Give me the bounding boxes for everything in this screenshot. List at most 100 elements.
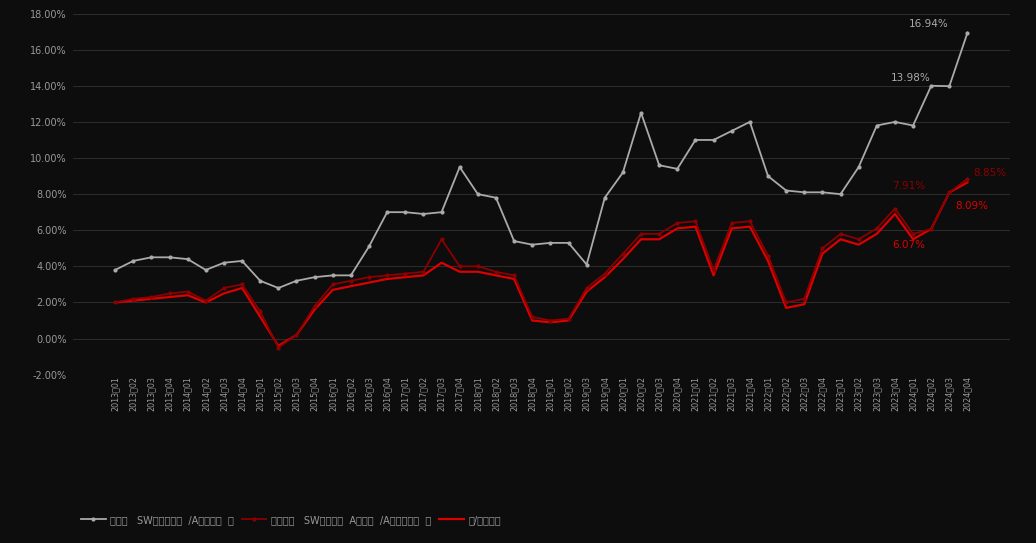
重仓比例   SW电子流通  A股持仓  /A股流通市値  ） [381,272,394,279]
Text: 16.94%: 16.94% [910,19,949,29]
超/低配比例 [181,292,194,299]
超/低配比例 [326,287,339,293]
超/低配比例 [435,260,448,266]
重仓比例   SW电子流通  A股持仓  /A股流通市値  ） [526,314,539,320]
超/低配比例 [689,223,701,230]
超/低配比例 [653,236,665,243]
配比例   SW电子配市値  /A股配市値  ） [798,189,810,195]
重仓比例   SW电子流通  A股持仓  /A股流通市値  ） [345,277,357,284]
配比例   SW电子配市値  /A股配市値  ） [435,209,448,216]
超/低配比例 [580,288,593,295]
配比例   SW电子配市値  /A股配市値  ） [761,173,774,179]
配比例   SW电子配市値  /A股配市値  ） [164,254,176,261]
重仓比例   SW电子流通  A股持仓  /A股流通市値  ） [164,290,176,296]
重仓比例   SW电子流通  A股持仓  /A股流通市値  ） [635,231,648,237]
超/低配比例 [200,299,212,306]
配比例   SW电子配市値  /A股配市値  ） [254,277,266,284]
配比例   SW电子配市値  /A股配市値  ） [544,239,556,246]
超/低配比例 [218,290,230,296]
Text: 13.98%: 13.98% [891,73,930,83]
超/低配比例 [145,295,157,302]
重仓比例   SW电子流通  A股持仓  /A股流通市値  ） [363,274,375,280]
重仓比例   SW电子流通  A股持仓  /A股流通市値  ） [326,281,339,288]
配比例   SW电子配市値  /A股配市値  ） [563,239,575,246]
重仓比例   SW电子流通  A股持仓  /A股流通市値  ） [870,225,883,232]
超/低配比例 [454,268,466,275]
超/低配比例 [671,225,684,232]
超/低配比例 [345,283,357,289]
超/低配比例 [109,299,121,306]
重仓比例   SW电子流通  A股持仓  /A股流通市値  ） [906,231,919,237]
超/低配比例 [943,190,955,196]
重仓比例   SW电子流通  A股持仓  /A股流通市値  ） [816,245,829,251]
重仓比例   SW电子流通  A股持仓  /A股流通市値  ） [599,270,611,277]
配比例   SW电子配市値  /A股配市値  ） [961,29,974,36]
重仓比例   SW电子流通  A股持仓  /A股流通市値  ） [309,303,321,310]
配比例   SW电子配市値  /A股配市値  ） [363,243,375,250]
超/低配比例 [816,250,829,257]
配比例   SW电子配市値  /A股配市値  ） [399,209,411,216]
配比例   SW电子配市値  /A股配市値  ） [127,258,140,264]
重仓比例   SW电子流通  A股持仓  /A股流通市値  ） [272,344,285,351]
配比例   SW电子配市値  /A股配市値  ） [580,261,593,268]
超/低配比例 [780,305,793,311]
超/低配比例 [490,272,502,279]
配比例   SW电子配市値  /A股配市値  ） [454,164,466,171]
重仓比例   SW电子流通  A股持仓  /A股流通市値  ） [834,231,846,237]
超/低配比例 [309,306,321,313]
超/低配比例 [761,258,774,264]
配比例   SW电子配市値  /A股配市値  ） [145,254,157,261]
Text: 7.91%: 7.91% [892,181,925,191]
重仓比例   SW电子流通  A股持仓  /A股流通市値  ） [181,288,194,295]
超/低配比例 [164,294,176,300]
配比例   SW电子配市値  /A股配市値  ） [616,169,629,176]
配比例   SW电子配市値  /A股配市値  ） [381,209,394,216]
配比例   SW电子配市値  /A股配市値  ） [471,191,484,198]
配比例   SW电子配市値  /A股配市値  ） [508,238,520,244]
配比例   SW电子配市値  /A股配市値  ） [272,285,285,291]
超/低配比例 [798,301,810,307]
超/低配比例 [853,242,865,248]
超/低配比例 [508,276,520,282]
重仓比例   SW电子流通  A股持仓  /A股流通市値  ） [780,299,793,306]
重仓比例   SW电子流通  A股持仓  /A股流通市値  ） [943,190,955,196]
重仓比例   SW电子流通  A股持仓  /A股流通市値  ） [580,285,593,291]
配比例   SW电子配市値  /A股配市値  ） [490,194,502,201]
重仓比例   SW电子流通  A股持仓  /A股流通市値  ） [127,295,140,302]
重仓比例   SW电子流通  A股持仓  /A股流通市値  ） [744,218,756,224]
配比例   SW电子配市値  /A股配市値  ） [925,83,938,89]
重仓比例   SW电子流通  A股持仓  /A股流通市値  ） [563,315,575,322]
超/低配比例 [471,268,484,275]
重仓比例   SW电子流通  A股持仓  /A股流通市値  ） [925,226,938,232]
超/低配比例 [725,225,738,232]
配比例   SW电子配市値  /A股配市値  ） [326,272,339,279]
配比例   SW电子配市値  /A股配市値  ） [780,187,793,194]
配比例   SW电子配市値  /A股配市値  ） [816,189,829,195]
重仓比例   SW电子流通  A股持仓  /A股流通市値  ） [109,299,121,306]
重仓比例   SW电子流通  A股持仓  /A股流通市値  ） [798,295,810,302]
配比例   SW电子配市値  /A股配市値  ） [744,119,756,125]
配比例   SW电子配市値  /A股配市値  ） [725,128,738,134]
重仓比例   SW电子流通  A股持仓  /A股流通市値  ） [200,298,212,304]
超/低配比例 [418,272,430,279]
重仓比例   SW电子流通  A股持仓  /A股流通市値  ） [761,252,774,259]
Text: 6.07%: 6.07% [892,241,925,250]
超/低配比例 [744,223,756,230]
超/低配比例 [563,317,575,324]
Line: 超/低配比例: 超/低配比例 [115,182,968,346]
配比例   SW电子配市値  /A股配市値  ） [889,119,901,125]
超/低配比例 [635,236,648,243]
超/低配比例 [254,314,266,320]
超/低配比例 [870,231,883,237]
超/低配比例 [616,256,629,262]
超/低配比例 [544,319,556,326]
超/低配比例 [127,298,140,304]
重仓比例   SW电子流通  A股持仓  /A股流通市値  ） [254,308,266,315]
配比例   SW电子配市値  /A股配市値  ） [671,166,684,172]
重仓比例   SW电子流通  A股持仓  /A股流通市値  ） [145,294,157,300]
重仓比例   SW电子流通  A股持仓  /A股流通市値  ） [399,270,411,277]
重仓比例   SW电子流通  A股持仓  /A股流通市値  ） [490,268,502,275]
配比例   SW电子配市値  /A股配市値  ） [708,137,720,143]
重仓比例   SW电子流通  A股持仓  /A股流通市値  ） [218,285,230,291]
配比例   SW电子配市値  /A股配市値  ） [290,277,303,284]
